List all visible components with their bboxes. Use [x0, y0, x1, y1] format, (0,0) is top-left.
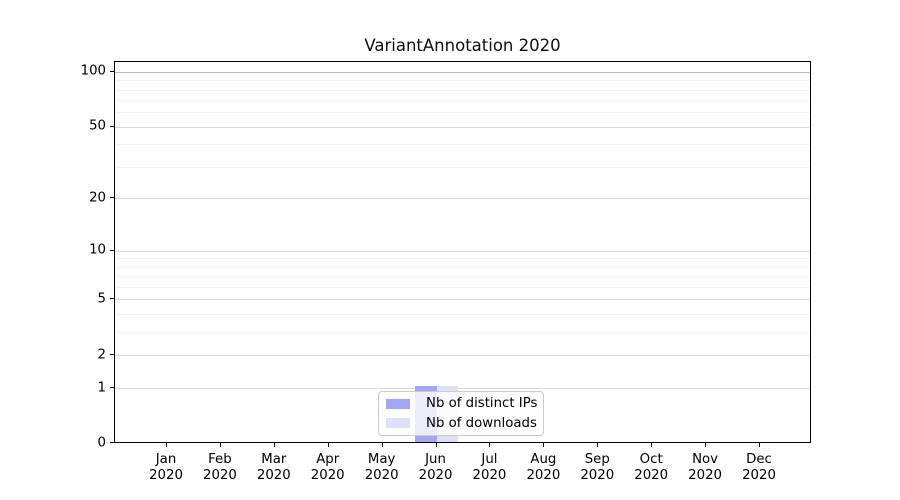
x-tick-label: Feb 2020 — [202, 452, 237, 483]
y-tick-label: 20 — [89, 190, 106, 206]
major-gridline — [115, 71, 810, 73]
x-tick-mark — [543, 443, 545, 447]
major-gridline — [115, 388, 810, 390]
y-tick-label: 1 — [97, 379, 106, 395]
x-tick-label: Aug 2020 — [526, 452, 561, 483]
minor-gridline — [115, 266, 810, 268]
minor-gridline — [115, 314, 810, 316]
x-tick-label: Apr 2020 — [310, 452, 345, 483]
major-gridline — [115, 198, 810, 200]
x-tick-label: Mar 2020 — [256, 452, 291, 483]
x-tick-mark — [489, 443, 491, 447]
minor-gridline — [115, 167, 810, 169]
x-tick-label: May 2020 — [364, 452, 399, 483]
legend: Nb of distinct IPs Nb of downloads — [378, 391, 544, 436]
x-tick-mark — [597, 443, 599, 447]
minor-gridline — [115, 144, 810, 146]
legend-label-downloads: Nb of downloads — [426, 415, 537, 431]
y-tick-mark — [110, 70, 114, 72]
x-tick-mark — [705, 443, 707, 447]
y-tick-label: 2 — [97, 347, 106, 363]
x-tick-mark — [381, 443, 383, 447]
legend-label-distinct-ips: Nb of distinct IPs — [426, 396, 538, 412]
x-tick-mark — [759, 443, 760, 447]
minor-gridline — [115, 332, 810, 334]
minor-gridline — [115, 80, 810, 82]
major-gridline — [115, 299, 810, 301]
y-tick-mark — [110, 125, 114, 127]
y-tick-mark — [110, 387, 114, 389]
x-tick-mark — [166, 443, 167, 447]
x-tick-label: Sep 2020 — [580, 452, 615, 483]
minor-gridline — [115, 112, 810, 114]
x-tick-mark — [327, 443, 329, 447]
x-tick-mark — [651, 443, 653, 447]
major-gridline — [115, 355, 810, 357]
y-tick-mark — [110, 354, 114, 356]
x-tick-label: Nov 2020 — [688, 452, 722, 483]
major-gridline — [115, 126, 810, 128]
y-tick-label: 0 — [97, 434, 106, 450]
y-tick-mark — [110, 197, 114, 199]
x-tick-label: Dec 2020 — [742, 452, 776, 483]
y-tick-label: 100 — [80, 63, 106, 79]
minor-gridline — [115, 287, 810, 289]
x-tick-mark — [219, 443, 221, 447]
legend-swatch-distinct-ips — [386, 398, 410, 409]
y-tick-mark — [110, 442, 114, 443]
plot-area: Nb of distinct IPs Nb of downloads — [114, 61, 811, 443]
y-tick-label: 10 — [89, 242, 106, 258]
x-tick-label: Oct 2020 — [634, 452, 669, 483]
x-tick-mark — [435, 443, 437, 447]
minor-gridline — [115, 276, 810, 278]
minor-gridline — [115, 100, 810, 102]
minor-gridline — [115, 89, 810, 91]
x-tick-mark — [273, 443, 275, 447]
legend-entry-downloads: Nb of downloads — [386, 415, 537, 432]
y-tick-label: 50 — [89, 118, 106, 134]
y-tick-mark — [110, 249, 114, 251]
major-gridline — [115, 250, 810, 252]
chart-title: VariantAnnotation 2020 — [364, 36, 561, 55]
legend-swatch-downloads — [386, 418, 410, 429]
y-tick-label: 5 — [97, 291, 106, 307]
y-tick-mark — [110, 298, 114, 300]
legend-entry-distinct-ips: Nb of distinct IPs — [386, 396, 538, 412]
minor-gridline — [115, 258, 810, 260]
x-tick-label: Jul 2020 — [472, 452, 507, 483]
x-tick-label: Jan 2020 — [149, 452, 183, 483]
x-tick-label: Jun 2020 — [418, 452, 453, 483]
